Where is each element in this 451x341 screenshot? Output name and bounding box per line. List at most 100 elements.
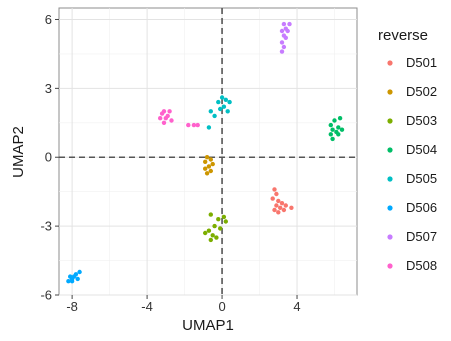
data-point xyxy=(208,168,213,174)
legend-item-d507: D507 xyxy=(387,229,437,244)
data-point xyxy=(272,207,277,213)
legend-item-d508: D508 xyxy=(387,258,437,273)
data-point xyxy=(281,21,287,27)
y-tick-label: 6 xyxy=(45,12,52,27)
data-point xyxy=(279,28,285,34)
data-point xyxy=(274,203,279,208)
legend-label: D506 xyxy=(406,200,437,215)
data-point xyxy=(66,279,71,284)
legend: reverse D501 D502 D503 D504 D505 D506 D507 D508 xyxy=(378,27,437,273)
data-point xyxy=(285,28,290,34)
legend-key xyxy=(387,89,393,95)
data-point xyxy=(279,49,285,54)
legend-key xyxy=(387,234,393,240)
x-tick-label: 4 xyxy=(293,299,300,314)
legend-title: reverse xyxy=(378,27,428,44)
data-point xyxy=(210,233,215,238)
data-point xyxy=(225,109,230,114)
data-point xyxy=(328,122,333,128)
legend-label: D507 xyxy=(406,229,437,244)
legend-label: D502 xyxy=(406,84,437,99)
data-point xyxy=(279,201,285,206)
data-point xyxy=(208,237,213,243)
y-tick-label: 3 xyxy=(45,81,52,96)
legend-label: D503 xyxy=(406,113,437,128)
data-point xyxy=(276,210,281,215)
data-point xyxy=(274,191,279,197)
legend-key xyxy=(387,147,393,153)
data-point xyxy=(330,136,335,142)
data-point xyxy=(278,205,283,210)
data-point xyxy=(167,109,172,114)
data-point xyxy=(158,116,163,121)
legend-label: D501 xyxy=(406,55,437,70)
data-point xyxy=(75,276,80,282)
data-point xyxy=(221,104,227,109)
legend-label: D508 xyxy=(406,258,437,273)
data-point xyxy=(203,159,208,164)
data-point xyxy=(195,122,200,128)
data-point xyxy=(281,207,287,213)
data-point xyxy=(332,118,337,123)
data-point xyxy=(279,40,285,45)
data-point xyxy=(289,205,294,210)
y-tick-label: -6 xyxy=(40,288,52,303)
data-point xyxy=(330,127,335,132)
data-point xyxy=(270,196,275,201)
data-point xyxy=(337,116,343,121)
data-point xyxy=(161,120,167,126)
data-point xyxy=(216,99,221,105)
data-point xyxy=(283,203,288,208)
series-d508 xyxy=(158,109,200,128)
data-point xyxy=(272,187,277,192)
legend-label: D505 xyxy=(406,171,437,186)
data-point xyxy=(208,212,213,217)
y-axis-label: UMAP2 xyxy=(10,126,27,178)
data-point xyxy=(283,35,288,40)
data-point xyxy=(227,99,232,105)
data-point xyxy=(186,122,191,128)
x-tick-label: 0 xyxy=(218,299,225,314)
data-point xyxy=(69,279,75,284)
data-point xyxy=(163,116,168,121)
series-d502 xyxy=(203,155,215,176)
plot-border xyxy=(58,7,358,296)
gridlines xyxy=(59,8,357,296)
data-point xyxy=(221,214,227,220)
data-point xyxy=(218,106,223,112)
legend-key xyxy=(387,60,393,66)
legend-item-d503: D503 xyxy=(387,113,437,128)
y-tick-label: 0 xyxy=(45,150,52,165)
data-point xyxy=(218,226,223,231)
legend-key xyxy=(387,176,393,182)
legend-label: D504 xyxy=(406,142,437,157)
legend-key xyxy=(387,263,393,269)
data-point xyxy=(212,113,217,119)
legend-key xyxy=(387,118,393,124)
legend-key xyxy=(387,205,393,211)
reference-lines xyxy=(59,8,357,295)
data-point xyxy=(223,97,228,103)
data-point xyxy=(214,235,219,240)
x-tick-label: -4 xyxy=(141,299,153,314)
data-point xyxy=(191,122,197,128)
series-d506 xyxy=(66,269,82,284)
data-point xyxy=(210,161,215,167)
series-d505 xyxy=(206,95,232,130)
data-point xyxy=(169,118,174,123)
data-point xyxy=(208,157,213,162)
data-points xyxy=(66,21,345,284)
axes: -8 -4 0 4 -6 -3 0 3 6 xyxy=(40,12,300,314)
data-point xyxy=(206,125,212,130)
data-point xyxy=(287,21,292,27)
data-point xyxy=(206,228,212,233)
y-tick-label: -3 xyxy=(40,219,52,234)
data-point xyxy=(336,125,341,130)
data-point xyxy=(223,219,228,224)
data-point xyxy=(219,95,225,100)
series-d503 xyxy=(203,212,228,243)
legend-item-d501: D501 xyxy=(387,55,437,70)
data-point xyxy=(328,132,333,137)
